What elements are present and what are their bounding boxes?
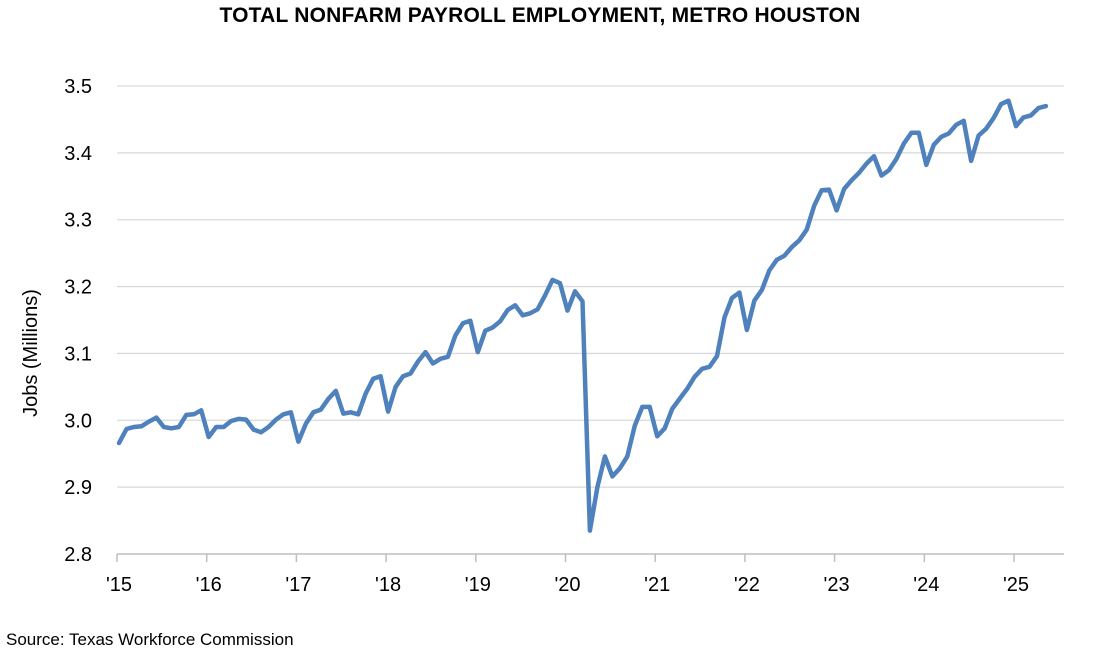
y-tick-label: 3.2 — [64, 277, 92, 299]
series-lines — [116, 98, 1049, 533]
y-tick-label: 3.0 — [64, 410, 92, 432]
source-note: Source: Texas Workforce Commission — [6, 630, 294, 649]
y-tick-label: 3.3 — [64, 210, 92, 232]
y-tick-label: 3.5 — [64, 76, 92, 98]
y-tick-label: 2.9 — [64, 477, 92, 499]
x-tick-label: '21 — [644, 574, 670, 596]
x-tick-label: '23 — [824, 574, 850, 596]
x-tick-label: '25 — [1003, 574, 1029, 596]
x-tick-label: '17 — [285, 574, 311, 596]
series-line-employment — [116, 98, 1049, 533]
x-tick-label: '19 — [465, 574, 491, 596]
x-tick-label: '15 — [106, 574, 132, 596]
x-tick-label: '18 — [375, 574, 401, 596]
x-tick-label: '20 — [554, 574, 580, 596]
y-tick-label: 3.1 — [64, 343, 92, 365]
y-tick-label: 2.8 — [64, 544, 92, 566]
chart-title: TOTAL NONFARM PAYROLL EMPLOYMENT, METRO … — [219, 4, 861, 27]
y-tick-label: 3.4 — [64, 143, 92, 165]
y-tick-labels: 2.8 2.9 3.0 3.1 3.2 3.3 3.4 3.5 — [64, 76, 92, 566]
x-tick-label: '16 — [196, 574, 222, 596]
x-tick-label: '24 — [913, 574, 939, 596]
y-axis-label: Jobs (Millions) — [20, 289, 42, 417]
axes — [116, 553, 1064, 562]
x-tick-labels: '15 '16 '17 '18 '19 '20 '21 '22 '23 '24 '25 — [106, 574, 1029, 596]
x-tick-label: '22 — [734, 574, 760, 596]
